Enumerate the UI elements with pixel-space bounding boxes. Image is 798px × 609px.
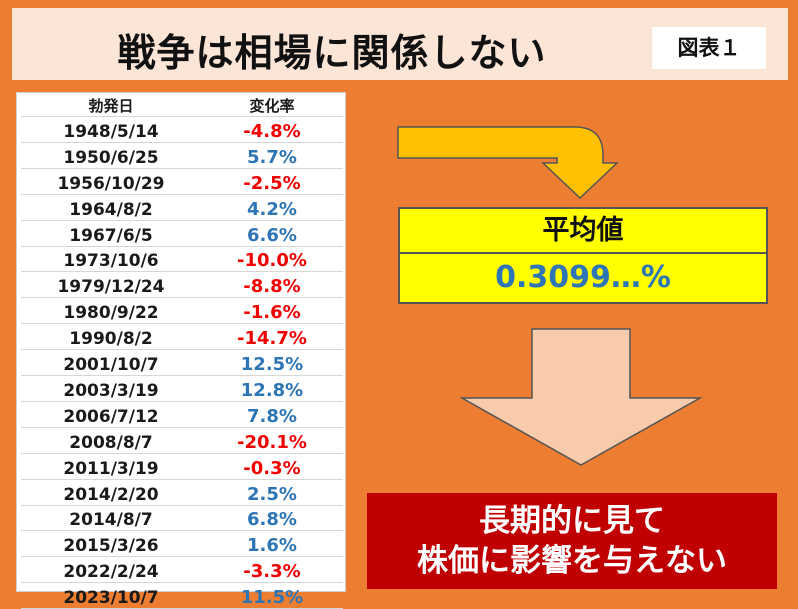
row-date: 1990/8/2 (69, 329, 153, 350)
row-date: 2015/3/26 (63, 536, 159, 557)
row-date: 1964/8/2 (69, 199, 153, 220)
row-change: -10.0% (237, 250, 307, 272)
table-row: 1967/6/5 6.6% (21, 225, 343, 247)
row-date: 1979/12/24 (57, 277, 165, 298)
row-change: -8.8% (243, 276, 301, 298)
table-row: 1979/12/24 -8.8% (21, 276, 343, 299)
row-date: 1956/10/29 (57, 173, 165, 194)
row-date: 2014/8/7 (69, 510, 153, 531)
column-header-change: 変化率 (249, 97, 295, 115)
row-date: 1973/10/6 (63, 251, 159, 272)
header-banner: 戦争は相場に関係しない 図表１ (12, 8, 788, 80)
table-row: 2003/3/19 12.8% (21, 380, 343, 402)
table-row: 2014/8/7 6.8% (21, 509, 343, 532)
row-date: 1950/6/25 (63, 147, 159, 168)
table-row: 2011/3/19 -0.3% (21, 458, 343, 480)
table-row: 1948/5/14 -4.8% (21, 121, 343, 143)
table-header-row: 勃発日 変化率 (21, 95, 343, 117)
conclusion-line-2: 株価に影響を与えない (417, 543, 727, 579)
row-change: -20.1% (237, 431, 307, 453)
row-date: 1948/5/14 (63, 121, 159, 142)
table-row: 1980/9/22 -1.6% (21, 302, 343, 325)
table-row: 2014/2/20 2.5% (21, 484, 343, 506)
row-change: 4.2% (247, 198, 297, 220)
row-change: 6.8% (247, 509, 297, 531)
row-change: 1.6% (247, 535, 297, 557)
figure-badge: 図表１ (652, 27, 766, 69)
row-date: 2006/7/12 (63, 406, 159, 427)
war-returns-table: 勃発日 変化率 1948/5/14 -4.8% 1950/6/25 5.7% 1956/… (16, 92, 346, 609)
row-date: 2022/2/24 (63, 562, 159, 583)
table-row: 1964/8/2 4.2% (21, 199, 343, 221)
row-date: 2003/3/19 (63, 380, 159, 401)
row-date: 2001/10/7 (63, 355, 159, 375)
row-date: 1967/6/5 (69, 225, 153, 246)
table-row: 2015/3/26 1.6% (21, 535, 343, 558)
row-date: 2011/3/19 (63, 458, 159, 479)
average-label: 平均値 (398, 207, 768, 254)
table-row: 2008/8/7 -20.1% (21, 432, 343, 454)
table-row: 1950/6/25 5.7% (21, 147, 343, 169)
row-change: -3.3% (243, 561, 301, 583)
row-change: 7.8% (247, 405, 297, 427)
row-date: 2008/8/7 (69, 432, 153, 453)
row-change: 6.6% (247, 224, 297, 246)
table-row: 2022/2/24 -3.3% (21, 561, 343, 584)
row-date: 1980/9/22 (63, 303, 159, 324)
row-change: -0.3% (243, 457, 301, 479)
row-change: -1.6% (243, 302, 301, 324)
row-change: 12.8% (240, 379, 304, 401)
conclusion-line-1: 長期的に見て (479, 503, 665, 539)
row-change: 5.7% (247, 146, 297, 168)
column-header-date: 勃発日 (88, 97, 134, 115)
row-change: 2.5% (247, 483, 297, 505)
row-change: -2.5% (243, 172, 301, 194)
table-row: 1990/8/2 -14.7% (21, 328, 343, 351)
average-value: 0.3099…% (398, 254, 768, 304)
table-row: 2001/10/7 12.5% (21, 354, 343, 376)
table-row: 1956/10/29 -2.5% (21, 173, 343, 195)
row-change: -4.8% (243, 120, 301, 142)
row-change: 12.5% (240, 354, 304, 375)
table-row: 1973/10/6 -10.0% (21, 250, 343, 273)
row-date: 2014/2/20 (63, 484, 159, 505)
page-title: 戦争は相場に関係しない (117, 31, 547, 75)
conclusion-box: 長期的に見て 株価に影響を与えない (367, 493, 777, 589)
table-row: 2006/7/12 7.8% (21, 406, 343, 428)
row-change: -14.7% (237, 328, 307, 350)
